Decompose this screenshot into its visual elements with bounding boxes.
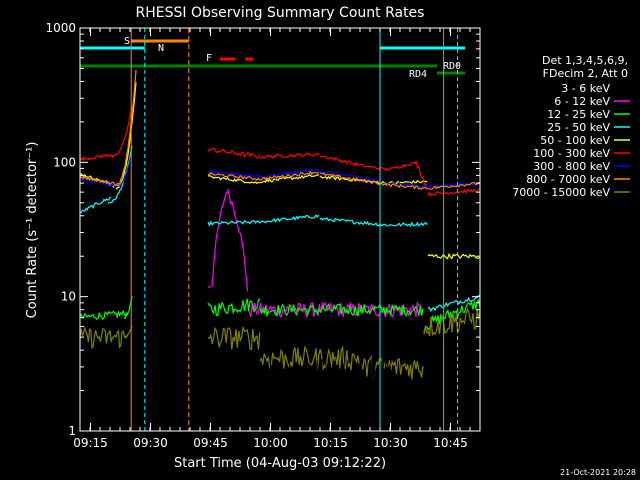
series-line-1 [207,188,424,319]
flags-layer: S N F RD0 RD4 [80,36,465,80]
series-line-5 [79,105,481,197]
x-tick-label: 09:45 [193,436,228,450]
y-axis: 1 10 100 1000 [45,21,480,438]
x-tick-label: 10:30 [373,436,408,450]
y-axis-label: Count Rate (s⁻¹ detector⁻¹) [25,142,40,319]
legend-entry: 100 - 300 keV [533,147,610,160]
x-tick-label: 09:30 [133,436,168,450]
interval-lines [130,28,459,431]
x-tick-label: 09:15 [73,436,108,450]
series-line-8 [79,307,481,381]
series-line-7 [79,69,481,190]
y-tick-label: 1 [68,424,76,438]
flag-label-s: S [124,36,130,47]
x-tick-label: 10:00 [253,436,288,450]
flag-label-rd0: RD0 [443,61,461,72]
legend-entry: 3 - 6 keV [561,82,610,95]
y-tick-label: 10 [61,290,76,304]
series-3-6-spikes [231,358,393,431]
legend-header: Det 1,3,4,5,6,9, [542,54,628,67]
flag-label-rd4: RD4 [409,69,427,80]
legend-entry: 50 - 100 keV [540,134,610,147]
legend: Det 1,3,4,5,6,9,FDecim 2, Att 0 3 - 6 keV… [512,54,630,199]
series-line-3 [79,145,481,313]
series-line-0 [207,224,401,410]
x-axis-label: Start Time (04-Aug-03 09:12:22) [174,456,386,471]
plot-area [79,69,481,431]
legend-entry: 7000 - 15000 keV [512,186,610,199]
x-axis: 09:15 09:30 09:45 10:00 10:15 10:30 10:45 [73,28,481,450]
flag-label-f: F [206,53,212,64]
y-tick-label: 100 [53,155,76,169]
chart-title: RHESSI Observing Summary Count Rates [136,5,425,21]
legend-entry: 25 - 50 keV [547,121,610,134]
timestamp: 21-Oct-2021 20:28 [560,468,636,477]
legend-entry: 300 - 800 keV [533,160,610,173]
y-tick-label: 1000 [45,21,76,35]
legend-entry: 12 - 25 keV [547,108,610,121]
x-tick-label: 10:45 [433,436,468,450]
flag-label-n: N [158,43,164,54]
series-line-2 [79,296,481,333]
x-tick-label: 10:15 [313,436,348,450]
legend-header: FDecim 2, Att 0 [543,67,628,80]
legend-entry: 6 - 12 keV [554,95,610,108]
legend-entry: 800 - 7000 keV [526,173,610,186]
